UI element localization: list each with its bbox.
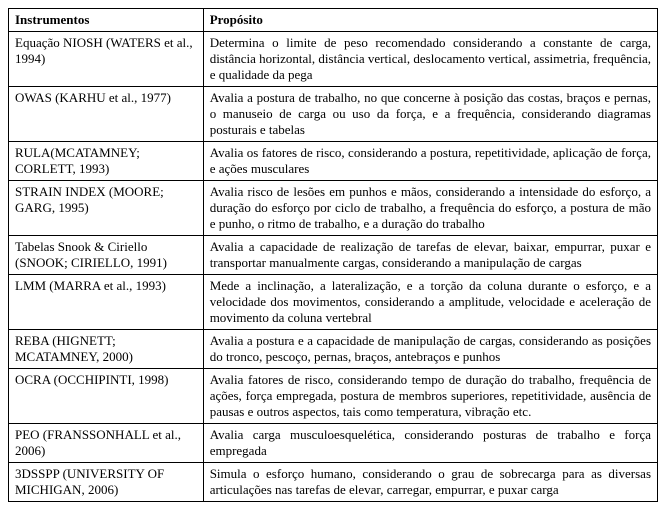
cell-instrumento: OCRA (OCCHIPINTI, 1998) [9, 369, 204, 424]
cell-instrumento: Tabelas Snook & Ciriello (SNOOK; CIRIELL… [9, 236, 204, 275]
cell-proposito: Avalia os fatores de risco, considerando… [203, 142, 657, 181]
cell-proposito: Avalia carga musculoesquelética, conside… [203, 424, 657, 463]
cell-instrumento: STRAIN INDEX (MOORE; GARG, 1995) [9, 181, 204, 236]
cell-proposito: Avalia a capacidade de realização de tar… [203, 236, 657, 275]
table-row: 3DSSPP (UNIVERSITY OF MICHIGAN, 2006) Si… [9, 463, 658, 502]
cell-instrumento: PEO (FRANSSONHALL et al., 2006) [9, 424, 204, 463]
cell-instrumento: 3DSSPP (UNIVERSITY OF MICHIGAN, 2006) [9, 463, 204, 502]
table-row: RULA(MCATAMNEY; CORLETT, 1993) Avalia os… [9, 142, 658, 181]
header-instrumentos: Instrumentos [9, 9, 204, 32]
cell-instrumento: RULA(MCATAMNEY; CORLETT, 1993) [9, 142, 204, 181]
table-row: REBA (HIGNETT; MCATAMNEY, 2000) Avalia a… [9, 330, 658, 369]
cell-proposito: Avalia risco de lesões em punhos e mãos,… [203, 181, 657, 236]
cell-proposito: Mede a inclinação, a lateralização, e a … [203, 275, 657, 330]
cell-proposito: Determina o limite de peso recomendado c… [203, 32, 657, 87]
cell-proposito: Avalia a postura e a capacidade de manip… [203, 330, 657, 369]
cell-instrumento: Equação NIOSH (WATERS et al., 1994) [9, 32, 204, 87]
header-proposito: Propósito [203, 9, 657, 32]
cell-instrumento: REBA (HIGNETT; MCATAMNEY, 2000) [9, 330, 204, 369]
cell-instrumento: LMM (MARRA et al., 1993) [9, 275, 204, 330]
cell-proposito: Simula o esforço humano, considerando o … [203, 463, 657, 502]
table-row: OCRA (OCCHIPINTI, 1998) Avalia fatores d… [9, 369, 658, 424]
table-row: Equação NIOSH (WATERS et al., 1994) Dete… [9, 32, 658, 87]
cell-instrumento: OWAS (KARHU et al., 1977) [9, 87, 204, 142]
table-header-row: Instrumentos Propósito [9, 9, 658, 32]
table-row: OWAS (KARHU et al., 1977) Avalia a postu… [9, 87, 658, 142]
table-row: LMM (MARRA et al., 1993) Mede a inclinaç… [9, 275, 658, 330]
table-row: Tabelas Snook & Ciriello (SNOOK; CIRIELL… [9, 236, 658, 275]
cell-proposito: Avalia fatores de risco, considerando te… [203, 369, 657, 424]
table-row: PEO (FRANSSONHALL et al., 2006) Avalia c… [9, 424, 658, 463]
table-row: STRAIN INDEX (MOORE; GARG, 1995) Avalia … [9, 181, 658, 236]
instruments-table: Instrumentos Propósito Equação NIOSH (WA… [8, 8, 658, 502]
cell-proposito: Avalia a postura de trabalho, no que con… [203, 87, 657, 142]
